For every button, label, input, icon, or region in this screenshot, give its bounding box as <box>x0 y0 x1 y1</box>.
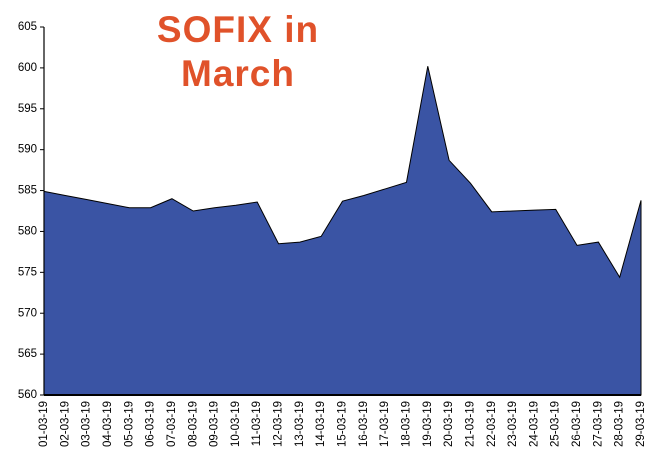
x-tick-label: 25-03-19 <box>550 401 562 447</box>
x-tick-label: 29-03-19 <box>635 401 646 447</box>
x-tick-label: 07-03-19 <box>166 401 178 447</box>
area <box>43 66 642 396</box>
x-tick-label: 26-03-19 <box>571 401 583 447</box>
y-tick-label: 595 <box>18 103 37 115</box>
y-tick-label: 605 <box>18 21 37 33</box>
x-tick-label: 12-03-19 <box>273 401 285 447</box>
x-tick-label: 09-03-19 <box>209 401 221 447</box>
x-tick-label: 13-03-19 <box>294 401 306 447</box>
x-tick-label: 06-03-19 <box>145 401 157 447</box>
x-tick-label: 28-03-19 <box>614 401 626 447</box>
y-tick-label: 590 <box>18 144 37 156</box>
x-tick-label: 11-03-19 <box>251 401 263 446</box>
x-tick-label: 04-03-19 <box>102 401 114 447</box>
y-tick-label: 565 <box>18 348 37 360</box>
y-tick-label: 575 <box>18 266 37 278</box>
x-tick-label: 20-03-19 <box>443 401 455 447</box>
x-tick-label: 17-03-19 <box>379 401 391 447</box>
x-tick-label: 18-03-19 <box>400 401 412 447</box>
x-tick-label: 03-03-19 <box>81 401 93 447</box>
x-tick-label: 19-03-19 <box>422 401 434 447</box>
x-tick-label: 10-03-19 <box>230 401 242 447</box>
x-tick-label: 16-03-19 <box>358 401 370 447</box>
x-tick-label: 27-03-19 <box>592 401 604 447</box>
x-tick-label: 21-03-19 <box>464 401 476 447</box>
y-tick-label: 560 <box>18 389 37 401</box>
x-tick-label: 01-03-19 <box>38 401 50 447</box>
x-tick-label: 02-03-19 <box>59 401 71 447</box>
x-tick-label: 14-03-19 <box>315 401 327 447</box>
x-tick-label: 15-03-19 <box>337 401 349 447</box>
chart-title: SOFIX in March <box>156 9 320 94</box>
x-tick-label: 23-03-19 <box>507 401 519 447</box>
x-tick-label: 08-03-19 <box>187 401 199 447</box>
x-tick-label: 22-03-19 <box>486 401 498 447</box>
y-tick-label: 600 <box>18 62 37 74</box>
x-tick-label: 05-03-19 <box>123 401 135 447</box>
y-tick-label: 570 <box>18 307 37 319</box>
y-tick-label: 585 <box>18 185 37 197</box>
x-tick-label: 24-03-19 <box>528 401 540 447</box>
y-tick-label: 580 <box>18 225 37 237</box>
